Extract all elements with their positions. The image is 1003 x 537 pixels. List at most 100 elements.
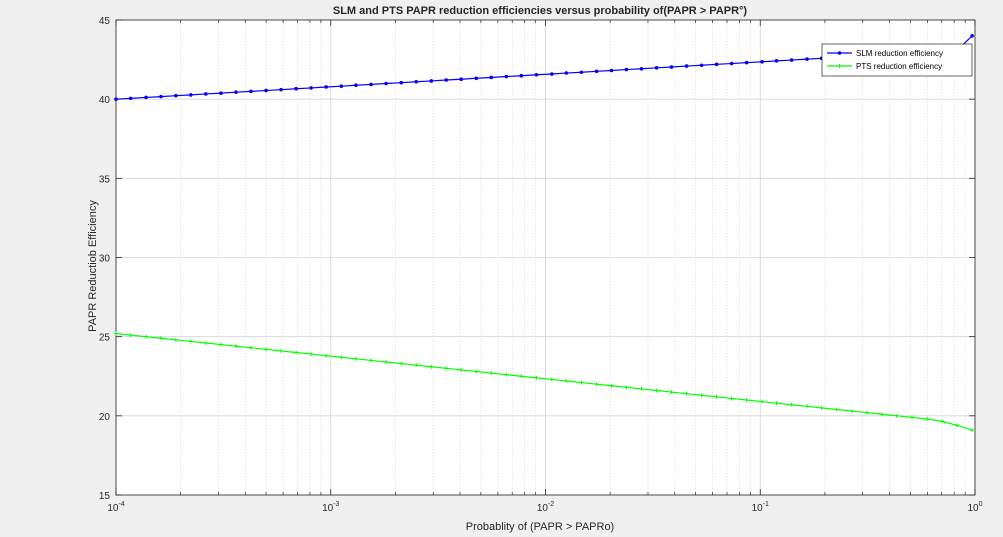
data-point	[159, 94, 163, 99]
data-point	[429, 79, 434, 83]
data-point	[264, 347, 269, 352]
data-point	[174, 93, 178, 98]
y-tick-label: 45	[99, 16, 111, 27]
data-point	[144, 95, 148, 100]
data-point	[489, 371, 494, 376]
legend: SLM reduction efficiency PTS reduction ef…	[821, 43, 973, 77]
data-point	[774, 59, 779, 63]
data-point	[609, 383, 614, 388]
data-point	[805, 57, 809, 61]
data-point	[789, 402, 794, 407]
x-tick-exponent: -4	[118, 501, 124, 508]
data-point	[744, 398, 749, 402]
data-point	[594, 382, 599, 387]
data-point	[399, 361, 404, 366]
data-point	[504, 372, 509, 377]
y-tick-label: 30	[99, 254, 111, 265]
data-point	[760, 60, 764, 64]
data-point	[233, 344, 238, 349]
data-point	[894, 413, 899, 418]
data-point	[444, 366, 449, 371]
data-point	[609, 68, 614, 73]
x-axis-label: Probablity of (PAPR > PAPRo)	[466, 521, 614, 533]
data-point	[549, 377, 554, 382]
data-point	[579, 380, 584, 385]
data-point	[128, 96, 133, 101]
data-point	[218, 342, 223, 347]
data-point	[564, 379, 569, 383]
y-tick-label: 20	[99, 412, 111, 423]
data-point	[504, 74, 509, 79]
data-point	[353, 356, 358, 361]
data-point	[624, 385, 629, 390]
data-point	[804, 404, 809, 409]
data-point	[474, 76, 479, 81]
data-point	[474, 369, 479, 374]
data-point	[294, 350, 299, 355]
data-point	[955, 423, 960, 428]
data-point	[910, 415, 915, 420]
data-point	[714, 62, 719, 67]
data-point	[324, 85, 328, 89]
legend-marker	[837, 64, 842, 68]
data-point	[384, 360, 389, 364]
series-line	[115, 332, 973, 431]
data-point	[114, 331, 118, 336]
legend-box	[821, 43, 973, 77]
data-point	[684, 64, 689, 68]
data-point	[114, 97, 118, 101]
data-point	[339, 355, 344, 360]
data-point	[309, 86, 313, 90]
data-point	[279, 87, 283, 92]
data-point	[639, 66, 644, 71]
data-point	[864, 410, 869, 415]
data-point	[624, 67, 629, 72]
data-point	[204, 92, 208, 96]
data-point	[714, 394, 719, 399]
data-point	[699, 63, 704, 68]
data-point	[774, 401, 779, 406]
data-point	[849, 409, 854, 414]
data-point	[669, 65, 674, 69]
data-point	[925, 417, 930, 421]
legend-marker	[837, 51, 842, 55]
data-point	[173, 337, 178, 342]
data-point	[534, 375, 539, 380]
data-point	[429, 364, 434, 369]
data-point	[834, 407, 839, 412]
data-point	[819, 405, 824, 410]
data-point	[128, 333, 133, 338]
data-point	[669, 390, 674, 395]
data-point	[789, 58, 794, 62]
x-tick-exponent: -2	[548, 501, 554, 508]
data-point	[534, 72, 539, 77]
data-point	[760, 399, 765, 404]
y-axis-label: PAPR Reductiob Efficiency	[87, 200, 99, 332]
data-point	[729, 396, 734, 401]
data-point	[279, 348, 284, 353]
x-tick-exponent: 0	[979, 501, 983, 508]
legend-items: SLM reduction efficiency PTS reduction ef…	[827, 49, 943, 71]
data-point	[203, 341, 208, 345]
data-point	[188, 339, 193, 344]
data-point	[369, 358, 374, 363]
data-point	[188, 93, 193, 97]
x-tick-exponent: -3	[333, 501, 339, 508]
data-point	[729, 61, 734, 66]
legend-label: SLM reduction efficiency	[856, 49, 943, 58]
data-point	[248, 345, 253, 350]
chart-title: SLM and PTS PAPR reduction efficiencies …	[333, 5, 748, 17]
data-point	[639, 386, 644, 391]
data-point	[550, 72, 554, 76]
data-point	[594, 69, 599, 74]
data-point	[294, 86, 298, 91]
data-point	[339, 84, 344, 88]
y-tick-label: 40	[99, 95, 111, 106]
data-point	[324, 353, 329, 358]
data-point	[970, 428, 975, 433]
data-point	[879, 412, 884, 417]
data-point	[444, 78, 449, 82]
data-point	[744, 60, 749, 65]
